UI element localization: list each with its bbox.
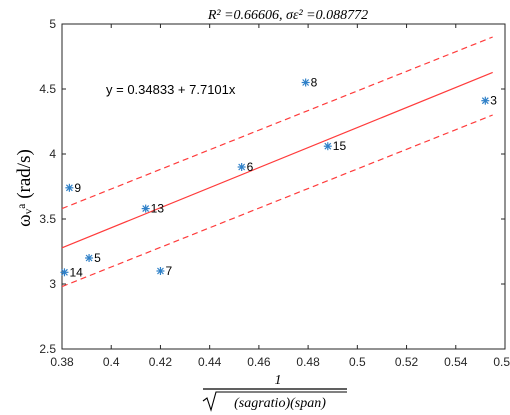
x-tick-label: 0.48 — [296, 355, 320, 369]
data-point: 14 — [60, 265, 83, 279]
x-tick-label: 0.46 — [247, 355, 271, 369]
regression-line — [61, 71, 493, 249]
data-point: 7 — [156, 264, 172, 278]
data-point: 6 — [237, 160, 254, 174]
y-tick-label: 5 — [49, 17, 56, 31]
plot-frame — [61, 23, 506, 350]
y-axis: 2.5 3 3.5 4 4.5 5 — [39, 17, 505, 356]
data-point: 13 — [141, 202, 165, 216]
point-label: 14 — [69, 265, 83, 279]
x-axis-label-denominator: (sagratio)(span) — [234, 396, 326, 411]
x-axis-label-numerator: 1 — [275, 373, 282, 388]
data-point: 8 — [301, 76, 318, 90]
data-point: 5 — [85, 251, 101, 265]
x-axis: 0.38 0.4 0.42 0.44 0.46 0.48 0.5 0.52 0.54 0.56 — [50, 24, 510, 369]
x-tick-label: 0.5 — [349, 355, 366, 369]
x-tick-label: 0.52 — [395, 355, 419, 369]
upper-confidence-bound — [61, 36, 493, 210]
y-tick-label: 4 — [49, 147, 56, 161]
data-point: 15 — [323, 139, 347, 153]
lower-confidence-bound — [61, 114, 493, 288]
x-tick-label: 0.4 — [103, 355, 120, 369]
x-tick-label: 0.56 — [493, 355, 510, 369]
regression-equation: y = 0.34833 + 7.7101x — [106, 82, 236, 97]
y-tick-label: 4.5 — [39, 82, 56, 96]
x-tick-label: 0.38 — [50, 355, 74, 369]
y-tick-label: 3.5 — [39, 212, 56, 226]
point-label: 5 — [94, 251, 101, 265]
x-tick-label: 0.42 — [149, 355, 173, 369]
sqrt-symbol — [202, 391, 347, 412]
x-tick-label: 0.44 — [198, 355, 222, 369]
point-label: 3 — [490, 94, 497, 108]
point-label: 13 — [151, 202, 165, 216]
point-label: 6 — [247, 160, 254, 174]
data-point: 3 — [481, 94, 497, 108]
data-points: 14 9 5 13 7 6 8 15 3 — [60, 76, 497, 279]
y-tick-label: 2.5 — [39, 342, 56, 356]
point-label: 9 — [74, 181, 81, 195]
y-axis-label: ωᵥᵃ (rad/s) — [14, 149, 35, 227]
x-tick-label: 0.54 — [444, 355, 468, 369]
data-point: 9 — [65, 181, 81, 195]
point-label: 8 — [311, 76, 318, 90]
point-label: 7 — [165, 264, 172, 278]
point-label: 15 — [333, 139, 347, 153]
y-tick-label: 3 — [49, 277, 56, 291]
chart-title: R² =0.66606, σε² =0.088772 — [207, 8, 368, 23]
